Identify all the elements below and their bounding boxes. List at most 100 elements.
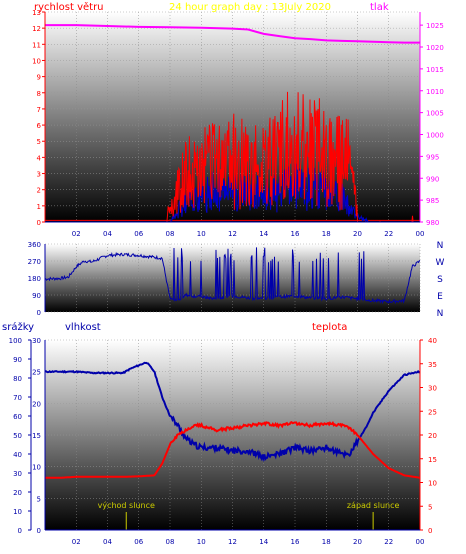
compass-label: W xyxy=(436,258,445,268)
x-tick-label: 14 xyxy=(259,230,268,238)
precip-tick-label: 30 xyxy=(13,470,22,478)
pressure-series-line xyxy=(45,24,420,44)
x-tick-label: 04 xyxy=(103,230,112,238)
humidity-axis-label: vlhkost xyxy=(65,322,101,333)
temperature-tick-label: 5 xyxy=(428,503,432,511)
pressure-tick-label: 980 xyxy=(426,219,439,227)
wind-tick-label: 0 xyxy=(37,219,41,227)
wind-tick-label: 2 xyxy=(37,187,41,195)
pressure-tick-label: 990 xyxy=(426,175,439,183)
sunrise-label: východ slunce xyxy=(98,501,155,510)
pressure-axis-label: tlak xyxy=(370,2,389,13)
temperature-axis-label: teplota xyxy=(312,322,347,333)
precip-axis-label: srážky xyxy=(2,321,34,333)
humidity-tick-label: 25 xyxy=(32,369,41,377)
precip-tick-label: 0 xyxy=(18,527,22,535)
pressure-tick-label: 1005 xyxy=(426,110,444,118)
precip-tick-label: 50 xyxy=(13,432,22,440)
humidity-tick-label: 10 xyxy=(32,464,41,472)
humidity-tick-label: 0 xyxy=(37,527,41,535)
pressure-tick-label: 1010 xyxy=(426,88,444,96)
x-tick-label: 02 xyxy=(72,538,81,546)
wind-tick-label: 12 xyxy=(32,25,41,33)
x-tick-label: 18 xyxy=(322,230,331,238)
temperature-tick-label: 30 xyxy=(428,385,437,393)
x-tick-label: 16 xyxy=(291,538,300,546)
wind-tick-label: 10 xyxy=(32,57,41,65)
humidity-tick-label: 20 xyxy=(32,400,41,408)
pressure-tick-label: 985 xyxy=(426,197,439,205)
temperature-tick-label: 20 xyxy=(428,432,437,440)
x-tick-label: 00 xyxy=(416,538,425,546)
compass-label: S xyxy=(437,275,443,285)
x-tick-label: 10 xyxy=(197,538,206,546)
direction-tick-label: 270 xyxy=(28,258,41,266)
humidity-tick-label: 30 xyxy=(32,337,41,345)
direction-tick-label: 360 xyxy=(28,241,41,249)
wind-tick-label: 11 xyxy=(32,41,41,49)
compass-label: E xyxy=(437,292,443,302)
temperature-tick-label: 15 xyxy=(428,456,437,464)
x-tick-label: 02 xyxy=(72,230,81,238)
precip-tick-label: 20 xyxy=(13,489,22,497)
x-tick-label: 12 xyxy=(228,538,237,546)
wind-tick-label: 6 xyxy=(37,122,42,130)
x-tick-label: 22 xyxy=(384,538,393,546)
humidity-temperature-chart: 0 5 10 15 20 25 30 0 10 20 30 40 50 60 70 80 90 10 00 5 10 15… xyxy=(2,321,437,546)
wind-tick-label: 4 xyxy=(37,154,42,162)
compass-label: N xyxy=(437,241,444,251)
wind-pressure-chart: 02 04 06 08 10 12 14 16 18 20 22 000123456789101112… xyxy=(32,1,444,238)
x-tick-label: 14 xyxy=(259,538,268,546)
temperature-tick-label: 40 xyxy=(428,337,437,345)
humidity-temperature-axes: 0 5 10 15 20 25 30 0 10 20 30 40 50 60 70 80 90 10 00 5 10 15… xyxy=(9,337,437,546)
precip-tick-label: 10 xyxy=(13,508,22,516)
x-tick-label: 00 xyxy=(416,230,425,238)
pressure-tick-label: 1015 xyxy=(426,66,444,74)
temperature-tick-label: 10 xyxy=(428,480,437,488)
x-tick-label: 20 xyxy=(353,230,362,238)
x-tick-label: 10 xyxy=(197,230,206,238)
temperature-tick-label: 35 xyxy=(428,361,437,369)
precip-tick-label: 90 xyxy=(13,356,22,364)
x-tick-label: 08 xyxy=(166,230,175,238)
chart-title: 24 hour graph day : 13July 2020 xyxy=(169,2,331,13)
wind-tick-label: 9 xyxy=(37,74,41,82)
precip-tick-label: 40 xyxy=(13,451,22,459)
direction-series-line xyxy=(44,247,421,305)
humidity-temperature-series xyxy=(44,361,421,530)
wind-direction-series xyxy=(44,247,421,305)
x-tick-label: 16 xyxy=(291,230,300,238)
x-tick-label: 18 xyxy=(322,538,331,546)
precip-tick-label: 80 xyxy=(13,375,22,383)
direction-tick-label: 0 xyxy=(37,309,41,317)
wind-tick-label: 1 xyxy=(37,203,41,211)
precip-tick-label: 70 xyxy=(13,394,22,402)
compass-label: N xyxy=(437,309,444,319)
humidity-tick-label: 15 xyxy=(32,432,41,440)
x-tick-label: 20 xyxy=(353,538,362,546)
x-tick-label: 04 xyxy=(103,538,112,546)
wind-tick-label: 7 xyxy=(37,106,41,114)
wind-tick-label: 5 xyxy=(37,138,41,146)
humidity-tick-label: 5 xyxy=(37,495,41,503)
precip-tick-label: 60 xyxy=(13,413,22,421)
pressure-tick-label: 1000 xyxy=(426,132,444,140)
wind-tick-label: 3 xyxy=(37,171,41,179)
temperature-tick-label: 0 xyxy=(428,527,432,535)
humidity-series-line xyxy=(44,361,421,463)
pressure-tick-label: 1020 xyxy=(426,44,444,52)
pressure-tick-label: 1025 xyxy=(426,22,444,30)
direction-tick-label: 180 xyxy=(28,275,41,283)
wind-tick-label: 8 xyxy=(37,90,41,98)
wind-axis-label: rychlost větru xyxy=(34,1,104,13)
x-tick-label: 22 xyxy=(384,230,393,238)
temperature-tick-label: 25 xyxy=(428,408,437,416)
x-tick-label: 06 xyxy=(134,538,143,546)
wind-pressure-axes: 02 04 06 08 10 12 14 16 18 20 22 000123456789101112… xyxy=(32,9,444,238)
direction-tick-label: 90 xyxy=(32,292,41,300)
temperature-series-line xyxy=(45,420,421,479)
wind-tick-label: 13 xyxy=(32,9,41,17)
